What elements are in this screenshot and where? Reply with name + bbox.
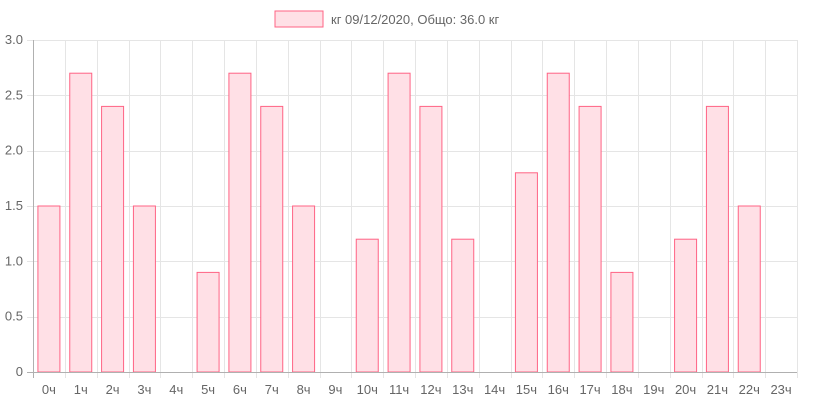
bar-3ч[interactable] xyxy=(132,205,156,373)
bar-15ч[interactable] xyxy=(514,172,538,373)
y-tick-label: 1.0 xyxy=(5,253,23,268)
bar-8ч[interactable] xyxy=(292,205,316,373)
x-tick-label: 17ч xyxy=(579,382,600,397)
bar-11ч[interactable] xyxy=(387,72,411,373)
chart-legend[interactable]: кг 09/12/2020, Общо: 36.0 кг xyxy=(274,10,499,28)
x-tick-label: 4ч xyxy=(169,382,183,397)
x-tick-label: 20ч xyxy=(675,382,696,397)
x-tick-label: 22ч xyxy=(739,382,760,397)
bar-18ч[interactable] xyxy=(610,271,634,373)
bar-5ч[interactable] xyxy=(196,271,220,373)
y-tick-label: 1.5 xyxy=(5,198,23,213)
bar-13ч[interactable] xyxy=(451,238,475,373)
x-tick-label: 16ч xyxy=(548,382,569,397)
bar-7ч[interactable] xyxy=(260,105,284,373)
bar-10ч[interactable] xyxy=(355,238,379,373)
axes xyxy=(27,40,797,378)
legend-label[interactable]: кг 09/12/2020, Общо: 36.0 кг xyxy=(331,12,499,27)
y-tick-label: 0.5 xyxy=(5,309,23,324)
x-tick-label: 2ч xyxy=(106,382,120,397)
x-tick-label: 13ч xyxy=(452,382,473,397)
x-axis-ticks: 0ч 1ч 2ч 3ч 4ч 5ч 6ч 7ч 8ч 9ч 10ч 11ч 12ч 13ч 14ч 15ч 16… xyxy=(42,382,792,397)
x-tick-label: 3ч xyxy=(137,382,151,397)
x-tick-label: 9ч xyxy=(328,382,342,397)
x-tick-label: 8ч xyxy=(297,382,311,397)
x-tick-label: 5ч xyxy=(201,382,215,397)
bar-0ч[interactable] xyxy=(37,205,61,373)
bar-2ч[interactable] xyxy=(101,105,125,373)
bar-16ч[interactable] xyxy=(546,72,570,373)
x-tick-label: 18ч xyxy=(611,382,632,397)
x-tick-label: 23ч xyxy=(770,382,791,397)
x-tick-label: 12ч xyxy=(420,382,441,397)
x-tick-label: 19ч xyxy=(643,382,664,397)
bar-1ч[interactable] xyxy=(69,72,93,373)
x-tick-label: 14ч xyxy=(484,382,505,397)
bar-17ч[interactable] xyxy=(578,105,602,373)
y-tick-label: 2.0 xyxy=(5,143,23,158)
x-tick-label: 6ч xyxy=(233,382,247,397)
x-tick-label: 7ч xyxy=(265,382,279,397)
x-tick-label: 10ч xyxy=(357,382,378,397)
x-tick-label: 21ч xyxy=(707,382,728,397)
x-tick-label: 0ч xyxy=(42,382,56,397)
bar-20ч[interactable] xyxy=(674,238,698,373)
x-tick-label: 1ч xyxy=(74,382,88,397)
grid-lines xyxy=(27,40,798,378)
x-tick-label: 15ч xyxy=(516,382,537,397)
bar-21ч[interactable] xyxy=(705,105,729,373)
legend-swatch[interactable] xyxy=(274,10,324,28)
bar-12ч[interactable] xyxy=(419,105,443,373)
y-tick-label: 2.5 xyxy=(5,87,23,102)
y-tick-label: 3.0 xyxy=(5,32,23,47)
bar-22ч[interactable] xyxy=(737,205,761,373)
bar-6ч[interactable] xyxy=(228,72,252,373)
y-axis-ticks: 0 0.5 1.0 1.5 2.0 2.5 3.0 xyxy=(5,32,23,379)
y-tick-label: 0 xyxy=(16,364,23,379)
bar-series xyxy=(37,72,761,373)
x-tick-label: 11ч xyxy=(389,382,409,397)
